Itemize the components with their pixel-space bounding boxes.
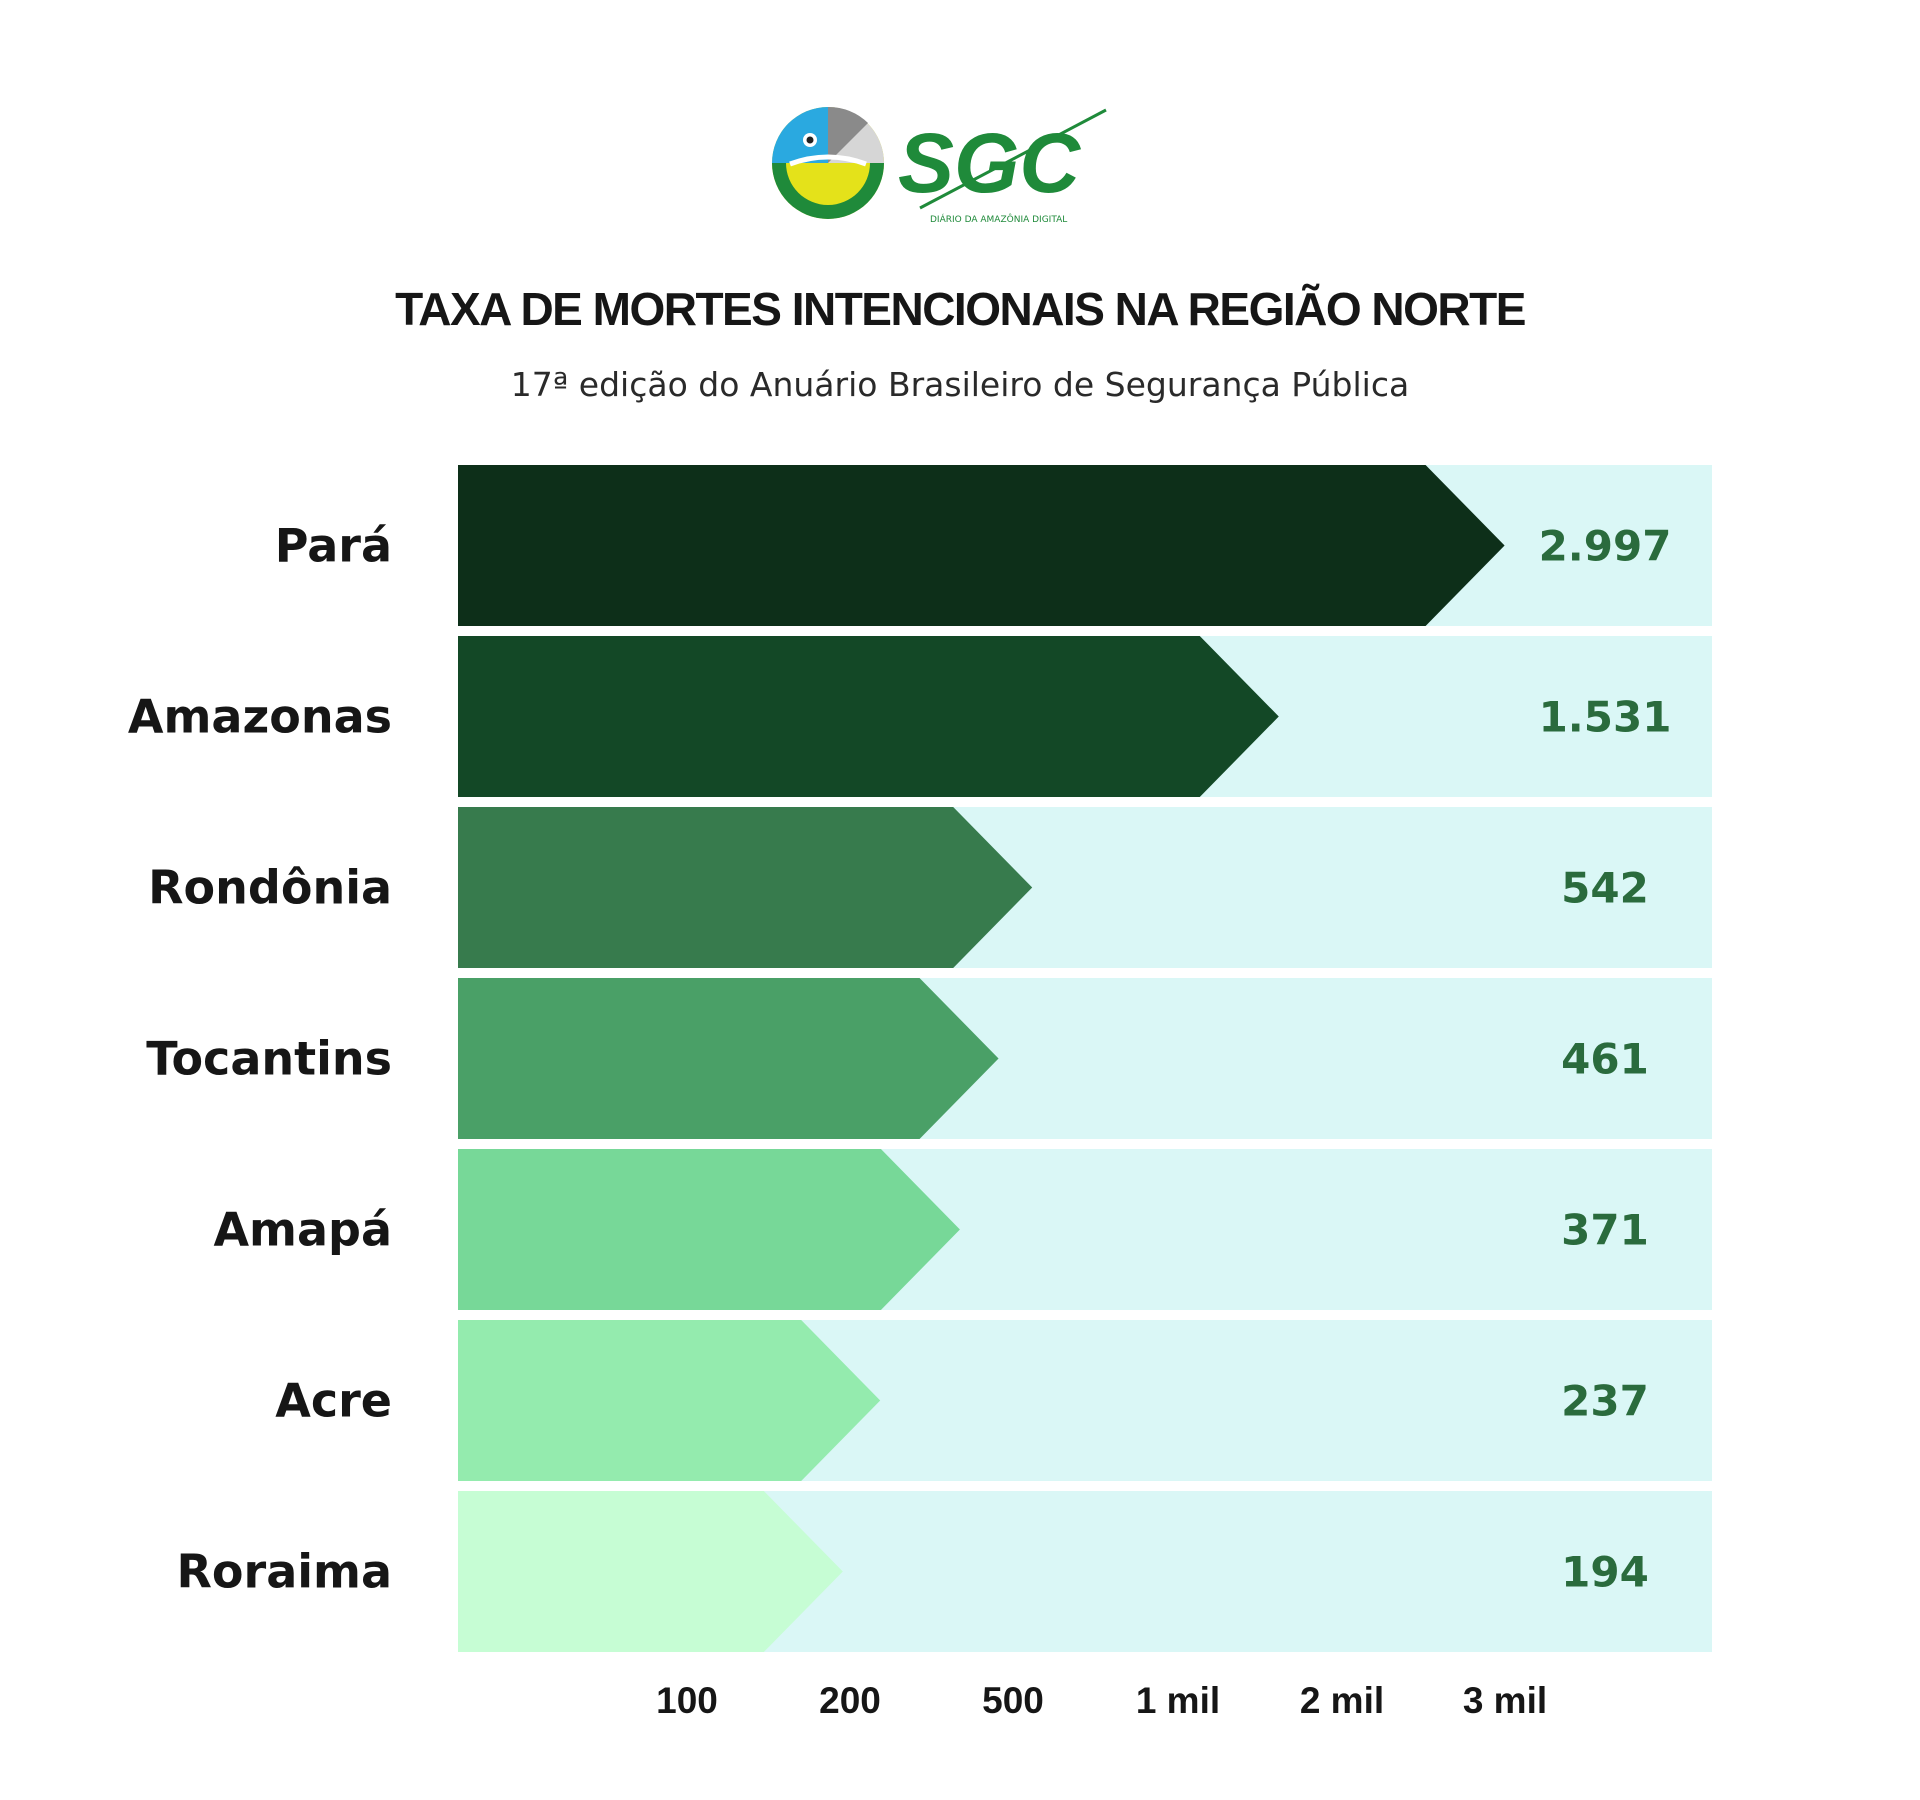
data-label: 371 xyxy=(1561,1206,1649,1255)
chart-title: TAXA DE MORTES INTENCIONAIS NA REGIÃO NO… xyxy=(395,283,1526,335)
category-label: Tocantins xyxy=(146,1032,392,1086)
logo-text: SGC xyxy=(898,116,1081,210)
data-label: 194 xyxy=(1561,1548,1649,1597)
bar xyxy=(458,978,999,1139)
x-tick-label: 500 xyxy=(982,1680,1044,1721)
data-label: 2.997 xyxy=(1539,522,1672,571)
x-tick-label: 200 xyxy=(819,1680,881,1721)
data-label: 1.531 xyxy=(1539,693,1672,742)
x-tick-label: 3 mil xyxy=(1463,1680,1547,1721)
category-label: Pará xyxy=(275,519,392,573)
category-label: Amapá xyxy=(213,1203,392,1257)
chart-subtitle: 17ª edição do Anuário Brasileiro de Segu… xyxy=(510,365,1410,404)
x-tick-label: 1 mil xyxy=(1136,1680,1220,1721)
data-label: 542 xyxy=(1561,864,1649,913)
sgc-logo: SGC DIÁRIO DA AMAZÔNIA DIGITAL xyxy=(772,106,1107,225)
logo-tagline: DIÁRIO DA AMAZÔNIA DIGITAL xyxy=(930,213,1067,225)
category-label: Rondônia xyxy=(148,861,392,915)
bar xyxy=(458,1149,960,1310)
category-label: Roraima xyxy=(177,1545,393,1599)
data-label: 461 xyxy=(1561,1035,1649,1084)
data-label: 237 xyxy=(1561,1377,1649,1426)
bird-emblem-icon xyxy=(772,106,884,219)
category-label: Amazonas xyxy=(128,690,392,744)
x-tick-label: 2 mil xyxy=(1300,1680,1384,1721)
bar xyxy=(458,465,1505,626)
category-label: Acre xyxy=(275,1374,392,1428)
x-tick-label: 100 xyxy=(656,1680,718,1721)
bar xyxy=(458,636,1279,797)
bar xyxy=(458,1491,843,1652)
bar xyxy=(458,1320,881,1481)
bar xyxy=(458,807,1033,968)
